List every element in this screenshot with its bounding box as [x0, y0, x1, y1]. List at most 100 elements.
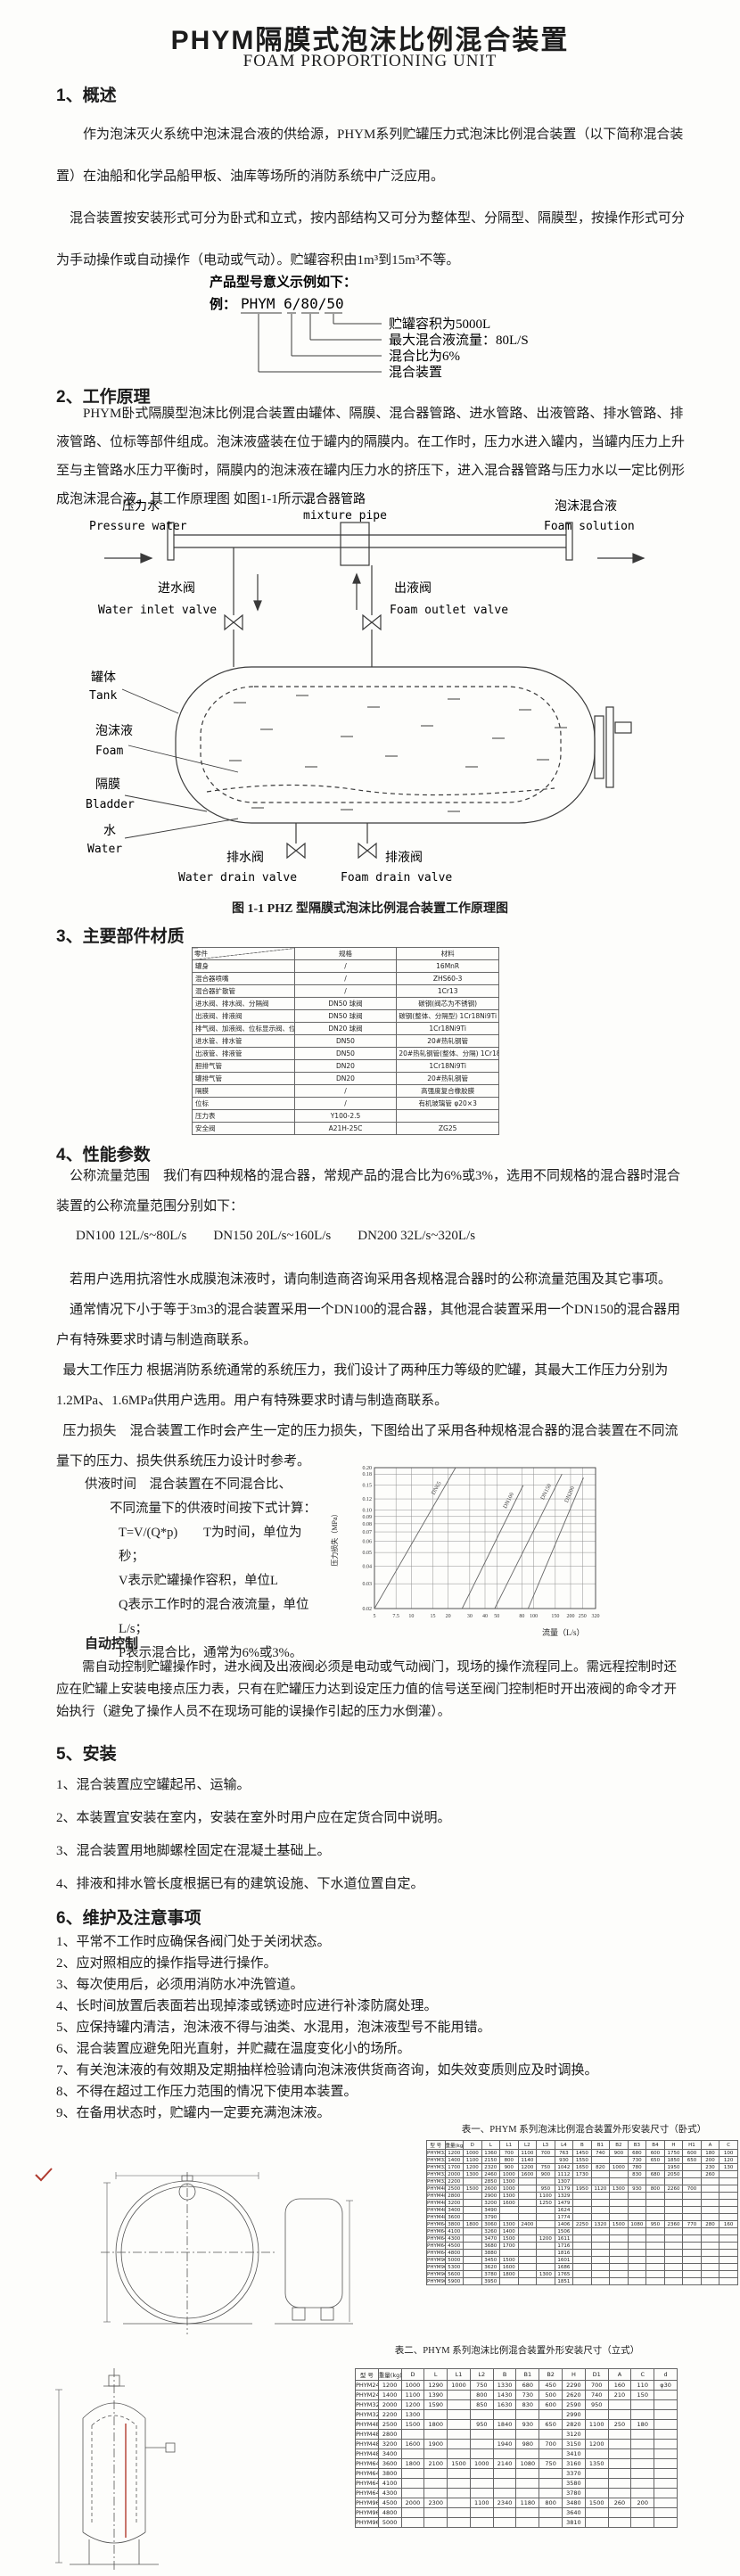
table-cell: / — [293, 1084, 398, 1098]
table-cell — [572, 2256, 592, 2264]
table-cell: 1650 — [572, 2163, 592, 2171]
table-cell: 100 — [719, 2149, 738, 2157]
table-row: 出液阀、排液阀 DN50 球阀 碳钢(整体、分隔型) 1Cr18Ni9Ti — [192, 1009, 499, 1023]
table-cell: 1600 — [517, 2170, 538, 2178]
column-header: 规格 — [293, 947, 398, 960]
y-tick-label: 0.18 — [363, 1472, 373, 1477]
table-cell — [609, 2249, 629, 2257]
table-cell — [719, 2263, 738, 2271]
table-cell — [682, 2206, 702, 2214]
table-row: PHYM32/151400110021508001140930155073065… — [426, 2156, 738, 2164]
table-cell: 1850 — [663, 2156, 684, 2164]
table-cell — [463, 2234, 482, 2243]
table-cell — [517, 2206, 538, 2214]
series-line-DN100 — [461, 1485, 524, 1609]
table-cell — [536, 2242, 555, 2250]
table-cell: 1500 — [447, 2458, 471, 2469]
table-cell: 2250 — [572, 2220, 592, 2228]
table-cell — [517, 2227, 538, 2235]
table-row: PHYM24/15140011001390 8001430730500262074… — [355, 2390, 678, 2400]
table-cell — [517, 2270, 538, 2278]
table-cell — [423, 2488, 448, 2498]
table-cell — [682, 2256, 702, 2264]
y-tick-label: 0.06 — [363, 1540, 373, 1545]
table-cell — [627, 2263, 647, 2271]
table-cell — [700, 2192, 720, 2200]
table-cell: 3620 — [481, 2263, 501, 2271]
table-cell — [607, 2478, 632, 2489]
table-cell: 1000 — [400, 2380, 425, 2391]
table-cell — [515, 2517, 540, 2528]
table-cell — [517, 2234, 538, 2243]
table-cell: 位标 — [192, 1097, 295, 1110]
table-cell: 2500 — [444, 2185, 465, 2193]
supply-time-line: Q表示工作时的混合液流量，单位L/s； — [119, 1598, 309, 1636]
table-cell — [630, 2517, 655, 2528]
table-cell: 1100 — [400, 2390, 425, 2400]
table-cell — [590, 2177, 611, 2185]
table-cell — [447, 2507, 471, 2518]
table-row: 进水管、排水管 DN50 20#热轧钢管 — [192, 1034, 499, 1048]
table-cell — [609, 2192, 629, 2200]
page-subtitle: FOAM PROPORTIONING UNIT — [243, 52, 497, 70]
table-cell: 3580 — [562, 2478, 586, 2489]
table-cell — [645, 2199, 665, 2207]
model-label-ratio: 混合比为6% — [389, 349, 460, 364]
table-cell — [400, 2507, 425, 2518]
table-cell: 3160 — [562, 2458, 586, 2469]
table-cell: Y100-2.5 — [293, 1109, 398, 1123]
table-cell — [463, 2256, 482, 2264]
column-header: B4 — [645, 2140, 665, 2150]
table-cell — [572, 2227, 592, 2235]
performance-paragraph-4: 最大工作压力 根据消防系统通常的系统压力，我们设计了两种压力等级的贮罐，其最大工… — [56, 1363, 669, 1408]
table-cell: 160 — [719, 2220, 738, 2228]
table-cell — [584, 2448, 609, 2459]
tank-side-view — [284, 2198, 343, 2309]
table-cell: 500 — [539, 2390, 563, 2400]
table-cell — [609, 2156, 629, 2164]
table-cell — [539, 2429, 563, 2440]
table-cell: 1200 — [463, 2163, 482, 2171]
table-cell: 1000 — [463, 2149, 482, 2157]
tank-bottom — [82, 2531, 146, 2544]
table-cell: 1506 — [554, 2227, 574, 2235]
table-cell — [609, 2213, 629, 2221]
table-cell — [654, 2439, 678, 2449]
table-cell: 1765 — [554, 2270, 574, 2278]
table-cell: 4500 — [377, 2498, 402, 2508]
table-cell — [469, 2478, 494, 2489]
table-cell: DN50 球阀 — [293, 997, 398, 1010]
label-tank-zh: 罐体 — [91, 671, 116, 685]
table-cell: 碳钢(阀芯为不锈钢) — [396, 997, 499, 1010]
table-cell — [682, 2227, 702, 2235]
table-cell — [607, 2488, 632, 2498]
model-code-underlines — [241, 312, 382, 373]
table-cell: 3200 — [377, 2439, 402, 2449]
table-cell — [700, 2177, 720, 2185]
table-cell: DN50 — [293, 1047, 398, 1060]
section-heading-install: 5、安装 — [56, 1745, 117, 1764]
table-cell: 3410 — [562, 2448, 586, 2459]
table-cell: 5900 — [444, 2277, 465, 2285]
table-cell — [590, 2249, 611, 2257]
label-pressure-water-en: Pressure water — [89, 520, 187, 533]
table-cell: 700 — [682, 2185, 702, 2193]
table-cell — [572, 2206, 592, 2214]
table-cell — [469, 2517, 494, 2528]
table-cell: 1180 — [515, 2498, 540, 2508]
table-cell: 1450 — [572, 2149, 592, 2157]
table-cell: 1300 — [499, 2177, 519, 2185]
table-cell — [700, 2242, 720, 2250]
table-cell — [590, 2192, 611, 2200]
table-cell — [517, 2277, 538, 2285]
y-tick-label: 0.04 — [363, 1564, 373, 1569]
model-label-flow: 最大混合液流量：80L/S — [389, 333, 529, 348]
table-cell: 2400 — [517, 2220, 538, 2228]
table-cell — [607, 2399, 632, 2410]
table-cell: 4300 — [444, 2234, 465, 2243]
table-cell: 4100 — [377, 2478, 402, 2489]
table-cell: PHYM96/90 — [426, 2277, 446, 2285]
